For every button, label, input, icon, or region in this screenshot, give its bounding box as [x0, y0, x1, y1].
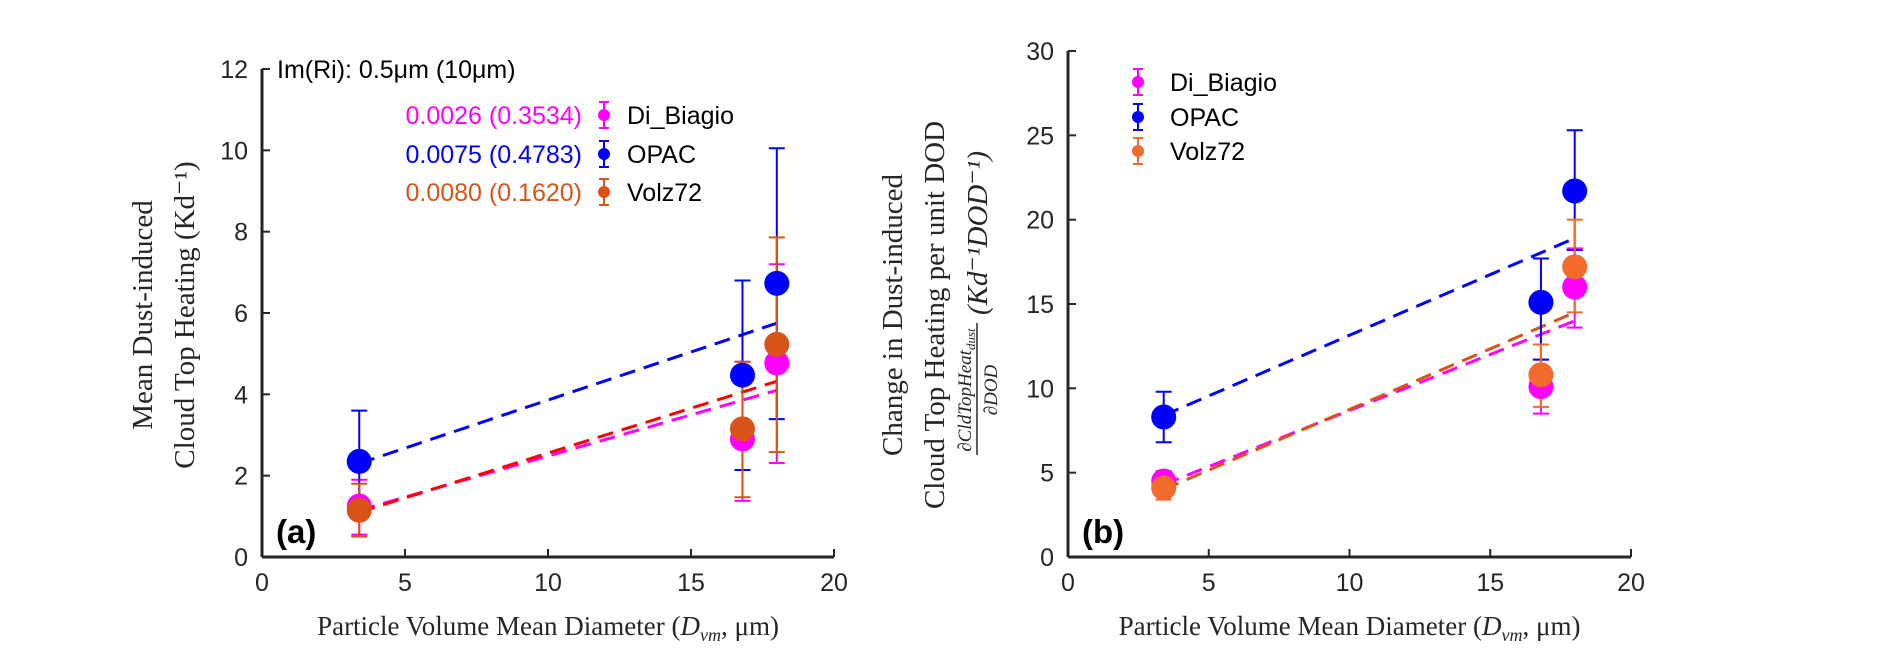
y-tick-label: 30: [1026, 38, 1054, 66]
legend-title: Im(Ri): 0.5μm (10μm): [277, 56, 516, 84]
legend-label: Di_Biagio: [1170, 69, 1277, 97]
legend-marker: [1132, 76, 1144, 88]
data-point-volz72: [1151, 475, 1177, 501]
panel-a: 0 5 10 15 20 0 2 4 6 8 10 12 Particle Volume Mean Di…: [127, 56, 848, 645]
x-axis-label-var: D: [679, 611, 700, 641]
fit-line-di_biagio: [358, 388, 778, 512]
y-tick-label: 20: [1026, 207, 1054, 235]
y-tick-label: 0: [234, 544, 248, 572]
x-tick-label: 15: [677, 569, 705, 597]
fraction-numerator: ∂CldTopHeatdust: [955, 328, 978, 452]
data-point-volz72: [764, 331, 790, 357]
fraction-denominator: ∂DOD: [981, 364, 1002, 415]
x-tick-label: 10: [534, 569, 562, 597]
fit-line-opac: [1163, 236, 1576, 417]
data-point-volz72: [346, 497, 372, 523]
data-point-volz72: [729, 416, 755, 442]
y-tick-label: 25: [1026, 122, 1054, 150]
y-axis-label-units: (Kd⁻¹DOD⁻¹): [962, 151, 994, 315]
x-axis-label-text: Particle Volume Mean Diameter (: [317, 611, 680, 641]
legend-marker: [598, 186, 610, 198]
y-axis-label-line: Cloud Top Heating per unit DOD: [919, 121, 951, 509]
panel-label: (a): [276, 513, 316, 550]
x-tick-label: 15: [1476, 569, 1504, 597]
legend-value: 0.0080 (0.1620): [405, 179, 582, 207]
x-axis-label: Particle Volume Mean Diameter (Dvm, μm): [1119, 611, 1581, 645]
y-tick-label: 10: [1026, 375, 1054, 403]
legend-marker: [1132, 111, 1144, 123]
fit-line-opac: [358, 321, 778, 465]
y-tick-label: 4: [234, 381, 248, 409]
x-axis-label-var: D: [1481, 611, 1502, 641]
legend-marker: [598, 148, 610, 160]
legend-label: Di_Biagio: [627, 102, 734, 130]
data-point-opac: [764, 270, 790, 296]
legend-marker: [1132, 145, 1144, 157]
legend-value: 0.0075 (0.4783): [405, 141, 582, 169]
data-point-volz72: [1562, 254, 1588, 280]
panel-label: (b): [1082, 513, 1124, 550]
data-point-opac: [1151, 404, 1177, 430]
y-axis-label-fraction: ∂CldTopHeatdust∂DOD (Kd⁻¹DOD⁻¹): [955, 151, 1002, 455]
fit-line-volz72: [358, 379, 778, 514]
y-tick-label: 10: [220, 137, 248, 165]
x-tick-label: 20: [820, 569, 848, 597]
legend-marker: [598, 109, 610, 121]
x-axis-label: Particle Volume Mean Diameter (Dvm, μm): [317, 611, 779, 645]
x-tick-label: 20: [1617, 569, 1645, 597]
legend-label: Volz72: [627, 179, 702, 207]
y-tick-label: 6: [234, 300, 248, 328]
y-tick-label: 12: [220, 56, 248, 84]
fraction-numerator-sub: dust: [963, 328, 978, 350]
x-axis-label-sub: vm: [700, 625, 721, 645]
legend-label: OPAC: [1170, 104, 1239, 132]
fit-line-volz72: [1163, 311, 1576, 491]
y-axis-label-line: Cloud Top Heating (Kd⁻¹): [169, 161, 201, 468]
x-tick-label: 0: [1061, 569, 1075, 597]
data-point-opac: [1562, 178, 1588, 204]
y-axis-label-line: Mean Dust-induced: [127, 200, 159, 430]
x-tick-label: 5: [1202, 569, 1216, 597]
legend-value: 0.0026 (0.3534): [405, 102, 582, 130]
data-point-opac: [1528, 289, 1554, 315]
data-point-opac: [729, 362, 755, 388]
x-tick-label: 5: [398, 569, 412, 597]
x-axis-label-rest: , μm): [721, 611, 779, 641]
x-axis-label-sub: vm: [1501, 625, 1522, 645]
y-axis-label-line: Change in Dust-induced: [877, 174, 909, 456]
x-tick-label: 0: [255, 569, 269, 597]
data-point-opac: [346, 448, 372, 474]
data-point-volz72: [1528, 362, 1554, 388]
x-tick-label: 10: [1336, 569, 1364, 597]
legend-label: OPAC: [627, 141, 696, 169]
x-axis-label-text: Particle Volume Mean Diameter (: [1119, 611, 1482, 641]
x-axis-label-rest: , μm): [1522, 611, 1580, 641]
fit-line-di_biagio: [1163, 319, 1576, 486]
y-tick-label: 15: [1026, 291, 1054, 319]
y-tick-label: 8: [234, 219, 248, 247]
fraction-numerator-text: ∂CldTopHeat: [955, 349, 976, 451]
y-tick-label: 5: [1040, 460, 1054, 488]
panel-b: 0 5 10 15 20 0 5 10 15 20 25 30 Particle Volume Mean…: [877, 38, 1645, 645]
legend-label: Volz72: [1170, 138, 1245, 166]
y-tick-label: 2: [234, 463, 248, 491]
y-tick-label: 0: [1040, 544, 1054, 572]
